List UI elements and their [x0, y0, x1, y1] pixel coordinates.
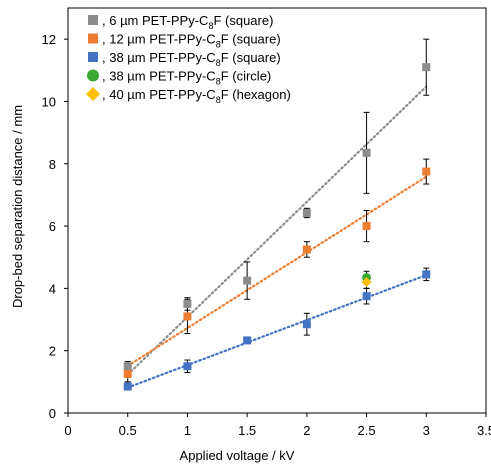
data-point	[362, 222, 371, 231]
y-tick-label: 12	[42, 32, 56, 47]
trendline	[126, 85, 428, 376]
legend-label: , 38 µm PET-PPy-C8F (square)	[102, 50, 281, 68]
x-tick-label: 3.5	[477, 423, 491, 438]
data-point	[183, 299, 192, 308]
data-point	[422, 167, 431, 176]
legend-label: , 40 µm PET-PPy-C8F (hexagon)	[102, 87, 291, 105]
data-point	[302, 320, 311, 329]
x-tick-label: 1.5	[238, 423, 256, 438]
x-tick-label: 2	[303, 423, 310, 438]
y-tick-label: 4	[49, 281, 56, 296]
x-axis-label: Applied voltage / kV	[180, 448, 295, 463]
legend-marker	[88, 52, 98, 62]
legend-marker	[88, 15, 98, 25]
y-axis-label: Drop-bed separation distance / mm	[10, 105, 25, 308]
data-points	[123, 63, 431, 391]
data-point	[302, 245, 311, 254]
data-point	[361, 277, 372, 288]
y-tick-label: 6	[49, 219, 56, 234]
data-point	[362, 148, 371, 157]
data-point	[123, 370, 132, 379]
x-tick-label: 0.5	[119, 423, 137, 438]
tick-labels: 0 0.5 1 1.5 2 2.5 3 3.5 0 2 4 6 8 10 12	[42, 32, 491, 438]
plot-frame	[67, 7, 487, 414]
y-tick-label: 0	[49, 406, 56, 421]
data-point	[422, 270, 431, 279]
data-point	[243, 336, 252, 345]
legend: , 6 µm PET-PPy-C8F (square), 12 µm PET-P…	[86, 13, 291, 105]
x-tick-label: 2.5	[358, 423, 376, 438]
legend-marker	[87, 69, 99, 82]
data-point	[422, 63, 431, 72]
legend-label: , 38 µm PET-PPy-C8F (circle)	[102, 69, 271, 87]
data-point	[243, 276, 252, 285]
x-tick-label: 1	[184, 423, 191, 438]
y-tick-label: 8	[49, 157, 56, 172]
trendlines	[126, 85, 428, 389]
chart-axes	[64, 7, 487, 417]
data-point	[362, 292, 371, 301]
data-point	[123, 362, 132, 371]
trendline	[126, 175, 428, 367]
y-tick-label: 2	[49, 344, 56, 359]
x-tick-label: 0	[64, 423, 71, 438]
data-point	[302, 208, 311, 217]
data-point	[183, 362, 192, 371]
y-tick-label: 10	[42, 94, 56, 109]
legend-label: , 12 µm PET-PPy-C8F (square)	[102, 32, 281, 50]
legend-label: , 6 µm PET-PPy-C8F (square)	[102, 13, 273, 31]
legend-marker	[88, 33, 98, 44]
trendline	[126, 273, 428, 389]
x-tick-label: 3	[423, 423, 430, 438]
data-point	[183, 312, 192, 321]
data-point	[123, 382, 132, 391]
legend-marker	[86, 87, 100, 101]
